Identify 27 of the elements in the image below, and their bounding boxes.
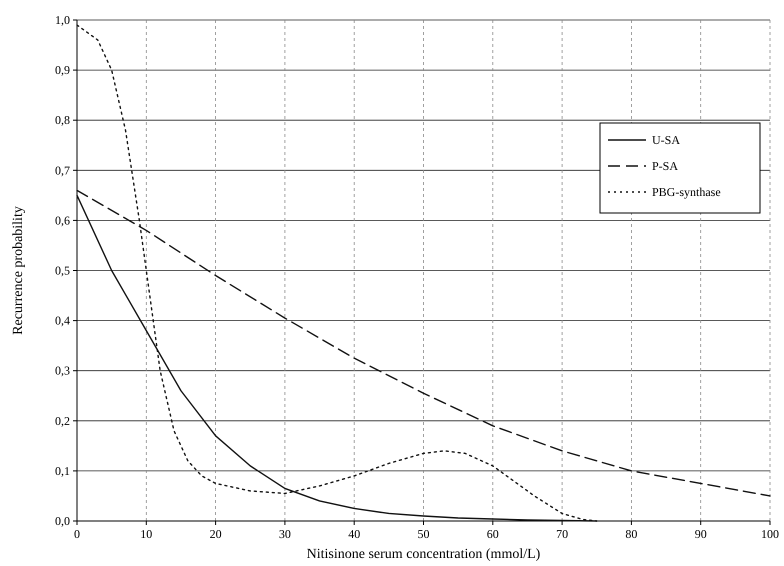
y-tick-label: 0,3 [55, 364, 70, 378]
x-tick-label: 60 [486, 527, 499, 541]
y-tick-label: 0,8 [55, 113, 70, 128]
x-tick-label: 100 [761, 527, 779, 541]
x-tick-label: 90 [694, 527, 707, 541]
legend-label: U-SA [652, 133, 680, 147]
x-tick-label: 40 [348, 527, 360, 541]
y-tick-label: 1,0 [55, 13, 70, 27]
y-tick-label: 0,4 [55, 314, 70, 328]
x-tick-label: 50 [418, 527, 430, 541]
y-tick-label: 0,2 [55, 414, 70, 428]
x-axis-title: Nitisinone serum concentration (mmol/L) [306, 547, 541, 562]
x-tick-label: 20 [210, 527, 222, 541]
x-tick-label: 30 [278, 527, 291, 541]
y-tick-label: 0,0 [55, 514, 70, 528]
y-axis-title: Recurrence probability [11, 206, 26, 335]
x-tick-label: 10 [140, 527, 152, 541]
y-tick-label: 0,1 [55, 464, 70, 478]
legend-label: PBG-synthase [652, 185, 721, 199]
y-tick-label: 0,5 [55, 264, 70, 278]
legend-label: P-SA [652, 159, 678, 173]
x-tick-label: 70 [556, 527, 568, 541]
x-tick-label: 0 [74, 527, 80, 541]
y-tick-label: 0,9 [55, 63, 70, 78]
y-tick-label: 0,7 [55, 163, 70, 178]
y-tick-label: 0,6 [55, 213, 70, 228]
x-tick-label: 80 [625, 527, 638, 541]
